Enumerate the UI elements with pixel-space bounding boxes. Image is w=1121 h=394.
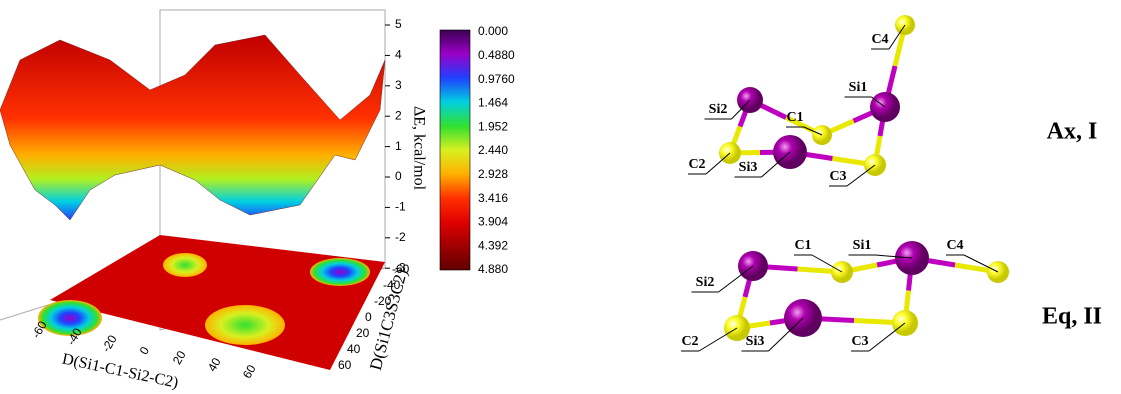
leader: [963, 254, 999, 273]
atom-label: C1: [794, 238, 811, 253]
z-tick-label: -2: [395, 230, 406, 244]
x-tick-label: 0: [137, 344, 153, 357]
atom-label: C4: [871, 32, 888, 47]
atom-label: C2: [688, 157, 705, 172]
colorbar-label: 1.952: [478, 119, 508, 133]
y-tick-label: 20: [356, 326, 370, 340]
structure-label: Eq, II: [1042, 304, 1102, 330]
atom-label: Si2: [709, 102, 728, 117]
z-tick-label: 2: [395, 108, 402, 122]
colorbar-label: 1.464: [478, 96, 508, 110]
atom-label: Si3: [739, 160, 758, 175]
contour-floor: [50, 235, 385, 370]
atom-label: Si3: [746, 334, 765, 349]
colorbar-label: 2.440: [478, 143, 508, 157]
colorbar-label: 0.4880: [478, 48, 515, 62]
z-tick-label: 5: [395, 17, 402, 31]
leader: [875, 254, 913, 259]
leader: [731, 99, 751, 120]
leader: [768, 317, 804, 352]
x-tick-label: 60: [240, 362, 259, 381]
z-tick-label: 4: [395, 48, 402, 62]
y-tick-label: -60: [392, 262, 410, 276]
z-tick-label: 3: [395, 78, 402, 92]
atom-label: C3: [829, 169, 846, 184]
y-tick-label: -40: [383, 278, 401, 292]
atom-label: C4: [946, 238, 963, 253]
atom-label: C3: [851, 334, 868, 349]
z-axis-label: ΔE, kcal/mol: [410, 106, 427, 191]
leader: [871, 96, 886, 108]
colorbar-label: 4.880: [478, 262, 508, 276]
contour-well: [38, 300, 102, 336]
leader: [846, 164, 876, 187]
z-tick-label: -1: [395, 200, 406, 214]
colorbar: [439, 29, 471, 271]
contour-well: [310, 258, 370, 286]
colorbar-label: 4.392: [478, 238, 508, 252]
leader: [803, 126, 823, 136]
atom-label: Si2: [696, 275, 715, 290]
contour-well: [205, 305, 285, 345]
atom-label: C1: [786, 110, 803, 125]
y-tick-label: -20: [374, 294, 392, 308]
z-tick-label: 0: [395, 169, 402, 183]
leader: [811, 254, 843, 273]
structure-label: Ax, I: [1047, 119, 1098, 145]
leader: [698, 327, 738, 352]
leader: [888, 24, 906, 50]
y-tick-label: 60: [338, 358, 352, 372]
atom-label: C2: [681, 334, 698, 349]
colorbar-label: 0.000: [478, 24, 508, 38]
z-tick-label: -3: [395, 260, 406, 274]
surface: [0, 34, 386, 221]
atom-label: Si1: [849, 80, 868, 95]
leader: [868, 322, 906, 352]
y-tick-label: 0: [365, 310, 372, 324]
atom-label: Si1: [853, 238, 872, 253]
x-tick-label: -20: [99, 332, 120, 354]
x-tick-label: 20: [170, 348, 189, 367]
colorbar-label: 3.416: [478, 191, 508, 205]
contour-well: [163, 253, 207, 277]
leader: [761, 151, 791, 178]
y-tick-label: 40: [347, 342, 361, 356]
z-tick-label: 1: [395, 139, 402, 153]
colorbar-label: 2.928: [478, 167, 508, 181]
colorbar-label: 3.904: [478, 215, 508, 229]
leader: [718, 265, 754, 293]
x-axis-label: D(Si1-C1-Si2-C2): [61, 351, 180, 392]
x-tick-label: 40: [205, 355, 224, 374]
colorbar-label: 0.9760: [478, 72, 515, 86]
leader: [705, 152, 731, 175]
